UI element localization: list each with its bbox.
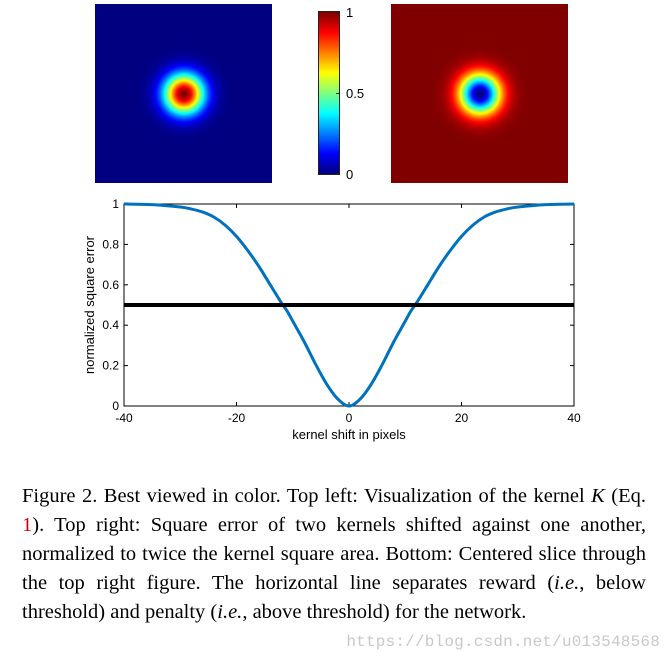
y-tick-label-2: 0.4: [102, 318, 119, 332]
y-tick-label-5: 1: [112, 197, 119, 211]
caption-ie-1: i.e.: [554, 572, 580, 594]
slice-line-chart: -40 -20 0 20 40 0 0.2 0.4 0.6 0.8 1 kernel shift in…: [82, 197, 581, 442]
caption-text-4: , below threshold) and penalty (: [22, 572, 646, 623]
colorbar-tick-1: [336, 12, 340, 13]
y-tick-label-3: 0.6: [102, 278, 119, 292]
caption-text-2: (Eq.: [604, 485, 646, 507]
colorbar-tick-0.5: [336, 93, 340, 94]
y-tick-label-0: 0: [112, 399, 119, 413]
x-tick-label-3: 20: [455, 411, 469, 425]
y-tick-label-4: 0.8: [102, 237, 119, 251]
caption-text-3: ). Top right: Square error of two kernel…: [22, 514, 646, 594]
caption-kernel-symbol: K: [591, 485, 605, 507]
x-tick-label-2: 0: [346, 411, 353, 425]
caption-text-1: Figure 2. Best viewed in color. Top left…: [22, 485, 592, 507]
x-tick-label-4: 40: [567, 411, 581, 425]
y-tick-label-1: 0.2: [102, 359, 119, 373]
watermark: https://blog.csdn.net/u013548568: [346, 633, 660, 651]
colorbar-tick-0: [336, 173, 340, 174]
kernel-heatmap: [95, 4, 272, 183]
colorbar-label-top: 1: [346, 5, 354, 20]
error-curve-line: [123, 202, 575, 408]
colorbar-label-bottom: 0: [346, 167, 354, 182]
caption-text-5: , above threshold) for the network.: [242, 601, 527, 623]
caption-eq-link[interactable]: 1: [22, 514, 33, 536]
colorbar-label-mid: 0.5: [346, 86, 365, 101]
square-error-heatmap: [391, 4, 568, 183]
figure-caption: Figure 2. Best viewed in color. Top left…: [22, 482, 646, 627]
x-tick-label-1: -20: [228, 411, 246, 425]
x-axis-label: kernel shift in pixels: [292, 427, 406, 442]
y-axis-label: normalized square error: [82, 235, 97, 374]
x-tick-label-0: -40: [115, 411, 133, 425]
caption-ie-2: i.e.: [217, 601, 243, 623]
